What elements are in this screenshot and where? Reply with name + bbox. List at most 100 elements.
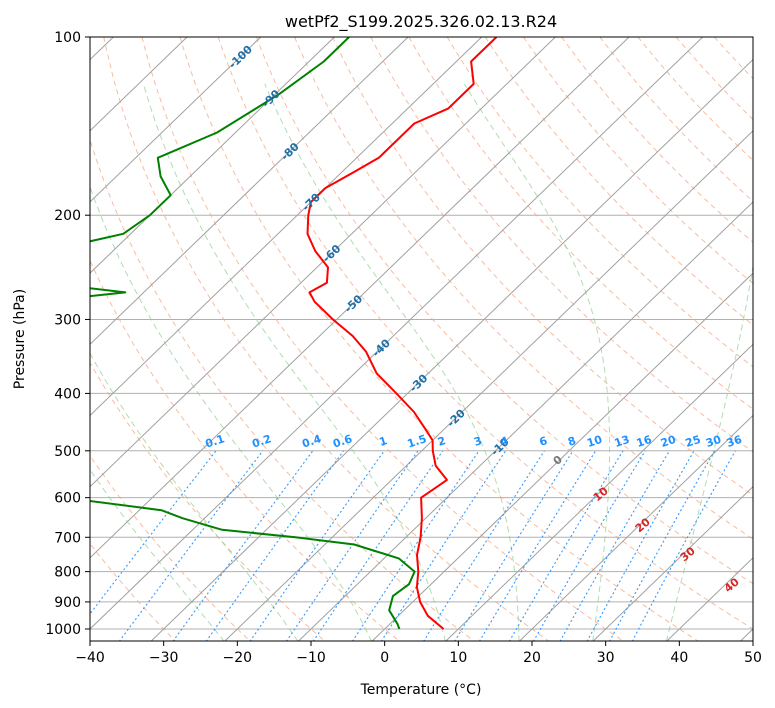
isotherm-line: [297, 201, 753, 641]
dry-adiabat-line: [637, 37, 753, 161]
mixing-ratio-line: [118, 450, 264, 641]
isotherm-line: [592, 485, 753, 641]
isotherm-line: [90, 37, 556, 488]
isotherm-line: [90, 37, 262, 203]
y-tick-label: 500: [54, 444, 81, 460]
x-tick-label: −30: [149, 650, 179, 666]
dry-adiabat-line: [370, 37, 753, 453]
mixing-ratio-label: 10: [585, 433, 604, 450]
mixing-ratio-line: [249, 450, 385, 641]
moist-adiabat-line: [90, 468, 225, 641]
isotherm-line: [90, 37, 704, 630]
x-tick-label: 20: [523, 650, 541, 666]
isotherm-line: [90, 37, 335, 274]
mixing-ratio-line: [351, 450, 480, 641]
isotherm-line: [518, 414, 753, 641]
chart-title: wetPf2_S199.2025.326.02.13.R24: [285, 12, 557, 32]
mixing-ratio-label: 4: [499, 434, 511, 449]
mixing-ratio-label: 0.1: [204, 432, 227, 450]
temperature-profile-line: [306, 37, 498, 630]
y-tick-label: 100: [54, 30, 81, 46]
dry-adiabat-line: [332, 37, 753, 496]
mixing-ratio-line: [631, 450, 736, 641]
mixing-ratio-line: [285, 450, 419, 641]
mixing-ratio-label: 8: [566, 434, 577, 449]
mixing-ratio-line: [90, 450, 217, 615]
dry-adiabat-line: [523, 37, 753, 285]
mixing-ratio-line: [172, 450, 314, 641]
moist-adiabat-label: 40: [722, 575, 742, 595]
x-tick-label: −10: [296, 650, 326, 666]
isotherm-line: [445, 343, 753, 641]
mixing-ratio-label: 20: [659, 433, 678, 450]
moist-adiabat-label: 20: [633, 515, 653, 535]
isotherm-line: [371, 272, 753, 641]
mixing-ratio-label: 0.4: [300, 432, 323, 450]
moist-adiabat-line: [264, 83, 520, 641]
dry-adiabat-line: [217, 37, 753, 630]
y-tick-label: 900: [54, 595, 81, 611]
x-axis: −40 −30 −20 −10 0 10 20 30 40 50: [75, 641, 762, 666]
mixing-ratio-line: [423, 450, 545, 641]
moist-adiabat-line: [666, 263, 753, 641]
dewpoint-profile-line: [90, 37, 416, 630]
dry-adiabat-line: [90, 361, 326, 641]
mixing-ratio-label: 25: [684, 433, 703, 450]
mixing-ratio-label: 13: [613, 433, 632, 450]
y-tick-label: 1000: [45, 622, 81, 638]
mixing-ratio-line: [508, 450, 624, 641]
mixing-ratio-label: 0.6: [331, 432, 354, 450]
mixing-ratio-label: 3: [472, 434, 483, 449]
mixing-ratio-line: [205, 450, 345, 641]
series-layer: [90, 37, 498, 630]
mixing-ratio-label: 1: [378, 434, 389, 449]
y-tick-label: 200: [54, 208, 81, 224]
y-tick-label: 300: [54, 312, 81, 328]
plot-frame: [89, 36, 754, 642]
mixing-ratio-line: [532, 450, 646, 641]
x-tick-label: 10: [449, 650, 467, 666]
mixing-ratio-line: [609, 450, 716, 641]
isotherm-line: [90, 37, 409, 345]
x-axis-label: Temperature (°C): [360, 682, 482, 698]
x-tick-label: −20: [223, 650, 253, 666]
moist-adiabat-line: [463, 83, 611, 641]
mixing-ratio-label: 0.2: [250, 432, 273, 450]
mixing-ratio-label: 36: [725, 433, 744, 450]
mixing-ratio-label: 1.5: [406, 432, 429, 450]
dry-adiabat-line: [90, 138, 475, 641]
isotherm-line: [90, 37, 630, 559]
y-tick-label: 400: [54, 386, 81, 402]
reference-lines: [90, 37, 753, 641]
dry-adiabat-line: [179, 37, 699, 641]
dry-adiabat-line: [90, 454, 251, 641]
mixing-ratio-line: [586, 450, 695, 641]
x-tick-label: 0: [380, 650, 389, 666]
moist-adiabat-label: 30: [678, 544, 698, 564]
x-tick-label: 50: [744, 650, 762, 666]
x-tick-label: 40: [670, 650, 688, 666]
mixing-ratio-label: 30: [704, 433, 723, 450]
isotherm-line: [90, 37, 188, 132]
isotherm-line: [90, 37, 483, 417]
y-tick-label: 700: [54, 530, 81, 546]
dry-adiabat-line: [484, 37, 753, 326]
y-tick-label: 600: [54, 491, 81, 507]
mixing-ratio-line: [380, 450, 507, 641]
mixing-ratio-label: 2: [436, 434, 447, 449]
isotherm-line: [150, 58, 753, 641]
dry-adiabat-line: [752, 37, 753, 39]
dry-adiabat-line: [561, 37, 753, 243]
y-tick-label: 800: [54, 565, 81, 581]
mixing-ratio-line: [312, 450, 444, 641]
y-axis: 100 200 300 400 500 600 700 800 900 1000: [45, 30, 90, 638]
mixing-ratio-line: [559, 450, 670, 641]
moist-adiabat-line: [90, 185, 373, 641]
mixing-ratio-line: [454, 450, 574, 641]
mixing-ratio-line: [478, 450, 597, 641]
mixing-ratio-label: 16: [635, 433, 654, 450]
moist-adiabat-line: [90, 352, 299, 641]
moist-adiabat-label: 0: [551, 453, 565, 468]
dry-adiabat-line: [446, 37, 753, 368]
